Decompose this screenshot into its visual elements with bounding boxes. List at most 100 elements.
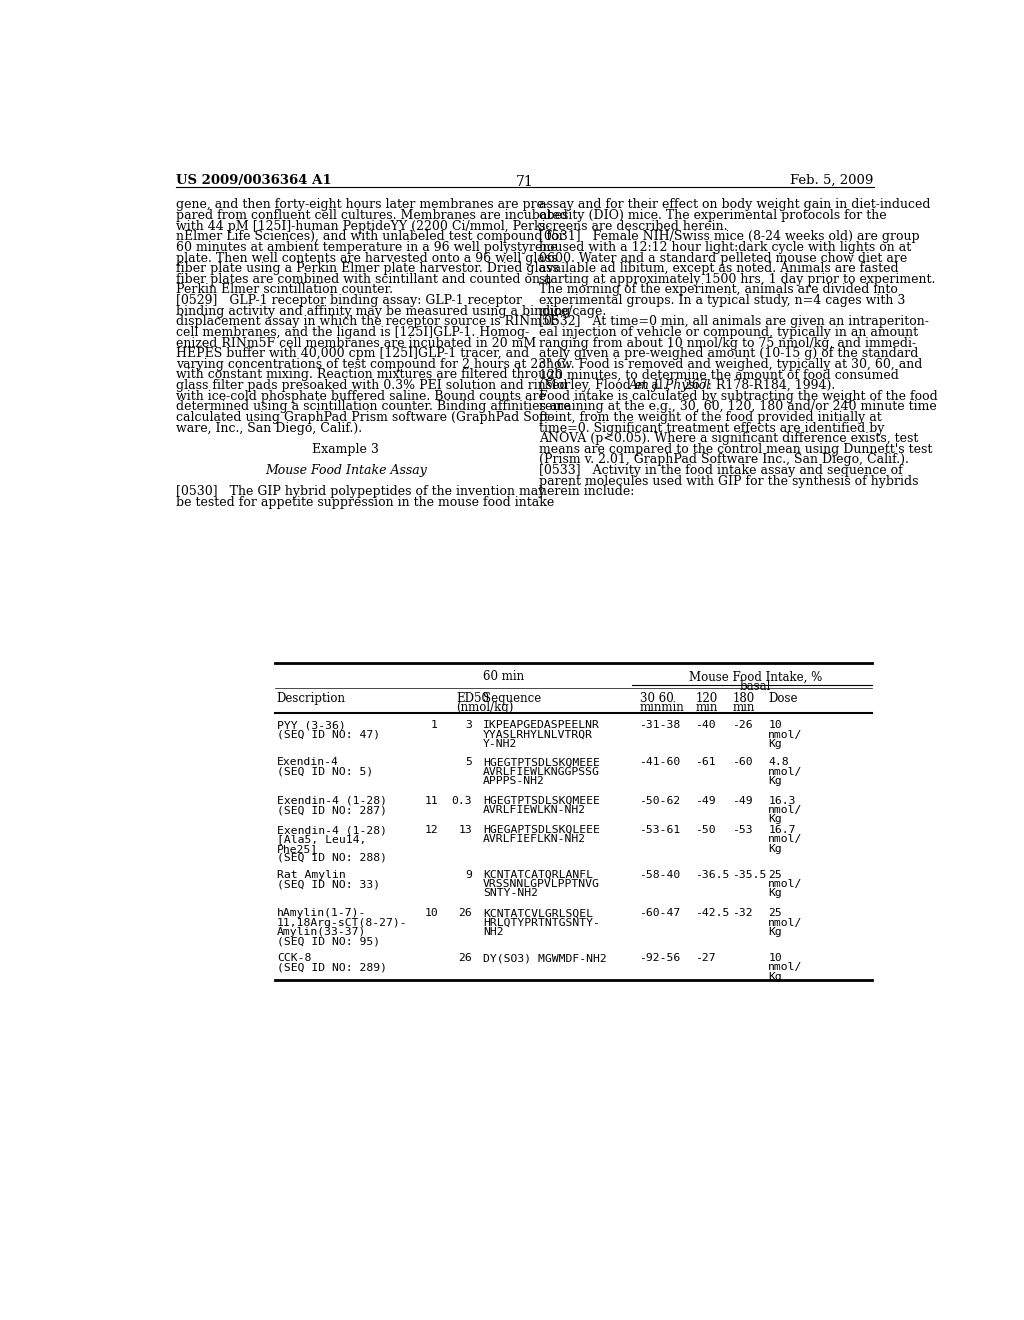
Text: YYASLRHYLNLVTRQR: YYASLRHYLNLVTRQR xyxy=(483,730,593,739)
Text: The morning of the experiment, animals are divided into: The morning of the experiment, animals a… xyxy=(539,284,898,297)
Text: IKPEAPGEDASPEELNR: IKPEAPGEDASPEELNR xyxy=(483,721,600,730)
Text: nmol/: nmol/ xyxy=(768,767,803,776)
Text: -40: -40 xyxy=(695,721,716,730)
Text: enized RINm5F cell membranes are incubated in 20 mM: enized RINm5F cell membranes are incubat… xyxy=(176,337,537,350)
Text: herein include:: herein include: xyxy=(539,486,634,499)
Text: Rat Amylin: Rat Amylin xyxy=(276,870,345,880)
Text: Am J. Physiol: Am J. Physiol xyxy=(629,379,711,392)
Text: min: min xyxy=(695,701,718,714)
Text: HRLQTYPRTNTGSNTY-: HRLQTYPRTNTGSNTY- xyxy=(483,917,600,928)
Text: Kg: Kg xyxy=(768,739,782,748)
Text: Example 3: Example 3 xyxy=(312,442,379,455)
Text: means are compared to the control mean using Dunnett's test: means are compared to the control mean u… xyxy=(539,442,932,455)
Text: Mouse Food Intake Assay: Mouse Food Intake Assay xyxy=(265,465,427,477)
Text: Exendin-4 (1-28): Exendin-4 (1-28) xyxy=(276,825,387,836)
Text: -53: -53 xyxy=(732,825,753,836)
Text: CCK-8: CCK-8 xyxy=(276,953,311,964)
Text: -50: -50 xyxy=(695,825,716,836)
Text: [0533]   Activity in the food intake assay and sequence of: [0533] Activity in the food intake assay… xyxy=(539,465,902,477)
Text: nmol/: nmol/ xyxy=(768,730,803,739)
Text: (SEQ ID NO: 288): (SEQ ID NO: 288) xyxy=(276,853,387,863)
Text: glass filter pads presoaked with 0.3% PEI solution and rinsed: glass filter pads presoaked with 0.3% PE… xyxy=(176,379,567,392)
Text: gene, and then forty-eight hours later membranes are pre-: gene, and then forty-eight hours later m… xyxy=(176,198,548,211)
Text: (Prism v. 2.01, GraphPad Software Inc., San Diego, Calif.).: (Prism v. 2.01, GraphPad Software Inc., … xyxy=(539,454,908,466)
Text: -60-47: -60-47 xyxy=(640,908,681,919)
Text: HGEGTPTSDLSKQMEEE: HGEGTPTSDLSKQMEEE xyxy=(483,796,600,807)
Text: 267: R178-R184, 1994).: 267: R178-R184, 1994). xyxy=(680,379,835,392)
Text: experimental groups. In a typical study, n=4 cages with 3: experimental groups. In a typical study,… xyxy=(539,294,905,308)
Text: -60: -60 xyxy=(732,758,753,767)
Text: -92-56: -92-56 xyxy=(640,953,681,964)
Text: 16.7: 16.7 xyxy=(768,825,796,836)
Text: ranging from about 10 nmol/kg to 75 nmol/kg, and immedi-: ranging from about 10 nmol/kg to 75 nmol… xyxy=(539,337,915,350)
Text: [0531]   Female NIH/Swiss mice (8-24 weeks old) are group: [0531] Female NIH/Swiss mice (8-24 weeks… xyxy=(539,230,920,243)
Text: (SEQ ID NO: 5): (SEQ ID NO: 5) xyxy=(276,767,373,776)
Text: binding activity and affinity may be measured using a binding: binding activity and affinity may be mea… xyxy=(176,305,570,318)
Text: (Morley, Flood et al.,: (Morley, Flood et al., xyxy=(539,379,674,392)
Text: 60 min: 60 min xyxy=(482,671,523,684)
Text: 3: 3 xyxy=(465,721,472,730)
Text: KCNTATCVLGRLSQEL: KCNTATCVLGRLSQEL xyxy=(483,908,593,919)
Text: plate. Then well contents are harvested onto a 96 well glass: plate. Then well contents are harvested … xyxy=(176,252,558,264)
Text: -35.5: -35.5 xyxy=(732,870,767,880)
Text: cell membranes, and the ligand is [125I]GLP-1. Homog-: cell membranes, and the ligand is [125I]… xyxy=(176,326,529,339)
Text: -36.5: -36.5 xyxy=(695,870,730,880)
Text: HGEGAPTSDLSKQLEEE: HGEGAPTSDLSKQLEEE xyxy=(483,825,600,836)
Text: AVRLFIEWLKN-NH2: AVRLFIEWLKN-NH2 xyxy=(483,805,586,816)
Text: 11,18Arg-sCT(8-27)-: 11,18Arg-sCT(8-27)- xyxy=(276,917,408,928)
Text: determined using a scintillation counter. Binding affinities are: determined using a scintillation counter… xyxy=(176,400,570,413)
Text: [0532]   At time=0 min, all animals are given an intraperiton-: [0532] At time=0 min, all animals are gi… xyxy=(539,315,929,329)
Text: KCNTATCATQRLANFL: KCNTATCATQRLANFL xyxy=(483,870,593,880)
Text: min: min xyxy=(732,701,755,714)
Text: time=0. Significant treatment effects are identified by: time=0. Significant treatment effects ar… xyxy=(539,421,885,434)
Text: starting at approximately 1500 hrs, 1 day prior to experiment.: starting at approximately 1500 hrs, 1 da… xyxy=(539,273,935,286)
Text: Y-NH2: Y-NH2 xyxy=(483,739,517,748)
Text: 25: 25 xyxy=(768,870,782,880)
Text: with ice-cold phosphate buffered saline. Bound counts are: with ice-cold phosphate buffered saline.… xyxy=(176,389,546,403)
Text: remaining at the e.g., 30, 60, 120, 180 and/or 240 minute time: remaining at the e.g., 30, 60, 120, 180 … xyxy=(539,400,937,413)
Text: 5: 5 xyxy=(465,758,472,767)
Text: NH2: NH2 xyxy=(483,927,504,937)
Text: 4.8: 4.8 xyxy=(768,758,788,767)
Text: [0529]   GLP-1 receptor binding assay: GLP-1 receptor: [0529] GLP-1 receptor binding assay: GLP… xyxy=(176,294,522,308)
Text: -31-38: -31-38 xyxy=(640,721,681,730)
Text: 71: 71 xyxy=(516,176,534,189)
Text: 120: 120 xyxy=(695,692,718,705)
Text: HGEGTPTSDLSKQMEEE: HGEGTPTSDLSKQMEEE xyxy=(483,758,600,767)
Text: (SEQ ID NO: 95): (SEQ ID NO: 95) xyxy=(276,936,380,946)
Text: 9: 9 xyxy=(465,870,472,880)
Text: 10: 10 xyxy=(424,908,438,919)
Text: 13: 13 xyxy=(459,825,472,836)
Text: Phe25]: Phe25] xyxy=(276,843,318,854)
Text: Amylin(33-37): Amylin(33-37) xyxy=(276,927,367,937)
Text: VRSSNNLGPVLPPTNVG: VRSSNNLGPVLPPTNVG xyxy=(483,879,600,890)
Text: chow. Food is removed and weighed, typically at 30, 60, and: chow. Food is removed and weighed, typic… xyxy=(539,358,923,371)
Text: -50-62: -50-62 xyxy=(640,796,681,807)
Text: 26: 26 xyxy=(459,953,472,964)
Text: AVRLFIEWLKNGGPSSG: AVRLFIEWLKNGGPSSG xyxy=(483,767,600,776)
Text: pared from confluent cell cultures. Membranes are incubated: pared from confluent cell cultures. Memb… xyxy=(176,209,568,222)
Text: Kg: Kg xyxy=(768,888,782,899)
Text: 30 60: 30 60 xyxy=(640,692,673,705)
Text: Sequence: Sequence xyxy=(483,692,542,705)
Text: with constant mixing. Reaction mixtures are filtered through: with constant mixing. Reaction mixtures … xyxy=(176,368,562,381)
Text: Kg: Kg xyxy=(768,776,782,785)
Text: -27: -27 xyxy=(695,953,716,964)
Text: varying concentrations of test compound for 2 hours at 23° C.: varying concentrations of test compound … xyxy=(176,358,569,371)
Text: 0600. Water and a standard pelleted mouse chow diet are: 0600. Water and a standard pelleted mous… xyxy=(539,252,907,264)
Text: SNTY-NH2: SNTY-NH2 xyxy=(483,888,538,899)
Text: basal: basal xyxy=(740,681,771,693)
Text: Mouse Food Intake, %: Mouse Food Intake, % xyxy=(689,671,822,684)
Text: nmol/: nmol/ xyxy=(768,805,803,816)
Text: 25: 25 xyxy=(768,908,782,919)
Text: -49: -49 xyxy=(732,796,753,807)
Text: mice/cage.: mice/cage. xyxy=(539,305,607,318)
Text: fiber plate using a Perkin Elmer plate harvestor. Dried glass: fiber plate using a Perkin Elmer plate h… xyxy=(176,263,559,275)
Text: available ad libitum, except as noted. Animals are fasted: available ad libitum, except as noted. A… xyxy=(539,263,898,275)
Text: Perkin Elmer scintillation counter.: Perkin Elmer scintillation counter. xyxy=(176,284,393,297)
Text: 10: 10 xyxy=(768,953,782,964)
Text: 16.3: 16.3 xyxy=(768,796,796,807)
Text: 11: 11 xyxy=(424,796,438,807)
Text: -41-60: -41-60 xyxy=(640,758,681,767)
Text: -32: -32 xyxy=(732,908,753,919)
